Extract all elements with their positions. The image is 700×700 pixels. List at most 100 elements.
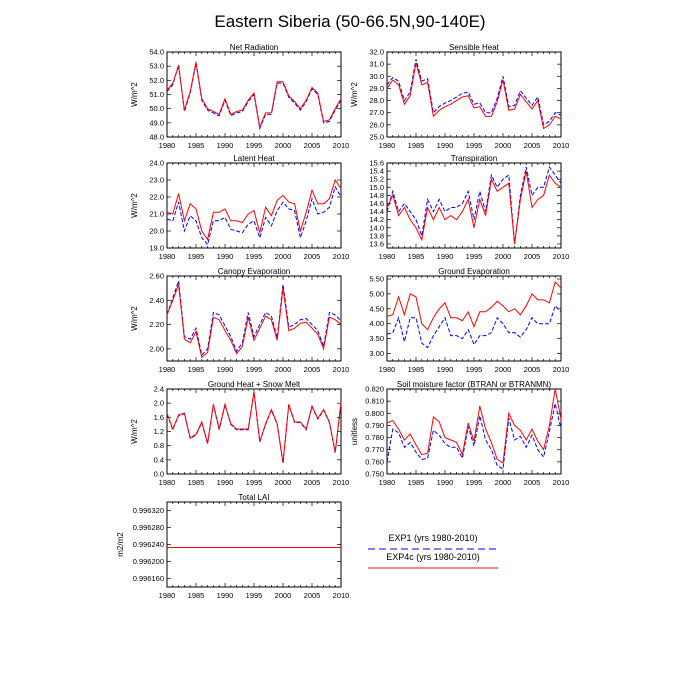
x-tick-label: 2000 — [495, 252, 512, 261]
y-tick-label: 13.8 — [369, 231, 384, 240]
y-tick-label: 0.800 — [365, 409, 384, 418]
y-axis-label: unitless — [350, 418, 359, 445]
y-tick-label: 0.820 — [365, 385, 384, 394]
y-tick-label: 14.6 — [369, 199, 384, 208]
x-tick-label: 2010 — [333, 141, 350, 150]
y-tick-label: 5.00 — [369, 289, 384, 298]
y-tick-label: 48.0 — [149, 133, 164, 142]
y-tick-label: 30.0 — [369, 72, 384, 81]
y-tick-label: 4.50 — [369, 304, 384, 313]
series-line-exp4c — [166, 178, 342, 241]
x-tick-label: 2005 — [524, 252, 541, 261]
y-tick-label: 2.60 — [149, 272, 164, 281]
x-tick-label: 1980 — [159, 478, 176, 487]
x-tick-label: 2010 — [553, 478, 570, 487]
y-tick-label: 2.00 — [149, 344, 164, 353]
x-tick-label: 1985 — [188, 365, 205, 374]
y-tick-label: 0.4 — [154, 455, 164, 464]
y-axis-label: W/m^2 — [130, 193, 139, 218]
panel-title: Sensible Heat — [449, 43, 500, 52]
panel-title: Total LAI — [238, 493, 269, 502]
x-tick-label: 1985 — [408, 252, 425, 261]
panel-title: Ground Heat + Snow Melt — [208, 380, 301, 389]
y-tick-label: 15.0 — [369, 183, 384, 192]
y-tick-label: 1.2 — [154, 427, 164, 436]
y-tick-label: 0.760 — [365, 457, 384, 466]
x-tick-label: 2010 — [333, 478, 350, 487]
y-tick-label: 0.750 — [365, 470, 384, 479]
y-tick-label: 14.8 — [369, 191, 384, 200]
y-tick-label: 0.780 — [365, 433, 384, 442]
panel-title: Soil moisture factor (BTRAN or BTRANMN) — [397, 380, 552, 389]
y-tick-label: 26.0 — [369, 120, 384, 129]
series-line-exp4c — [386, 62, 562, 130]
y-tick-label: 14.2 — [369, 215, 384, 224]
x-tick-label: 1990 — [437, 478, 454, 487]
x-tick-label: 1980 — [159, 591, 176, 600]
y-tick-label: 3.00 — [369, 349, 384, 358]
x-tick-label: 1980 — [379, 141, 396, 150]
x-tick-label: 2000 — [275, 365, 292, 374]
series-line-exp1 — [386, 304, 562, 349]
figure-title: Eastern Siberia (50-66.5N,90-140E) — [214, 12, 485, 31]
y-tick-label: 49.0 — [149, 118, 164, 127]
x-tick-label: 1990 — [437, 141, 454, 150]
x-tick-label: 2005 — [304, 252, 321, 261]
series-line-exp4c — [386, 170, 562, 245]
x-tick-label: 2000 — [275, 252, 292, 261]
y-tick-label: 0.996280 — [133, 523, 164, 532]
y-tick-label: 31.0 — [369, 60, 384, 69]
x-tick-label: 1995 — [466, 478, 483, 487]
plot-frame — [386, 275, 562, 362]
x-tick-label: 1990 — [217, 478, 234, 487]
x-tick-label: 1985 — [408, 365, 425, 374]
y-tick-label: 0.770 — [365, 445, 384, 454]
x-tick-label: 1995 — [246, 252, 263, 261]
y-tick-label: 0.8 — [154, 441, 164, 450]
x-tick-label: 2010 — [333, 591, 350, 600]
panel-7: Soil moisture factor (BTRAN or BTRANMN) 1… — [350, 380, 569, 487]
y-axis-label: W/m^2 — [130, 82, 139, 107]
y-tick-label: 0.996240 — [133, 540, 164, 549]
x-tick-label: 1980 — [379, 252, 396, 261]
y-tick-label: 29.0 — [369, 84, 384, 93]
x-tick-label: 1980 — [379, 365, 396, 374]
plot-frame — [166, 501, 342, 588]
series-line-exp1 — [386, 403, 562, 470]
legend-label-exp1: EXP1 (yrs 1980-2010) — [388, 533, 477, 543]
x-tick-label: 1985 — [188, 478, 205, 487]
panel-8: Total LAI 1980 1985 1990 1995 2000 2005 2010 0.9… — [116, 493, 349, 600]
y-tick-label: 15.4 — [369, 167, 384, 176]
panel-4: Canopy Evaporation 1980 1985 1990 1995 2000 20… — [130, 267, 349, 374]
panel-3: Transpiration 1980 1985 1990 1995 2000 2005 201… — [369, 154, 569, 261]
panel-1: Sensible Heat 1980 1985 1990 1995 2000 2005 201… — [350, 43, 569, 150]
y-tick-label: 2.20 — [149, 320, 164, 329]
y-tick-label: 32.0 — [369, 48, 384, 57]
y-axis-label: W/m^2 — [350, 82, 359, 107]
series-line-exp1 — [166, 392, 342, 464]
y-tick-label: 50.0 — [149, 104, 164, 113]
y-tick-label: 23.0 — [149, 176, 164, 185]
x-tick-label: 1985 — [408, 141, 425, 150]
y-tick-label: 0.810 — [365, 397, 384, 406]
x-tick-label: 1980 — [159, 365, 176, 374]
x-tick-label: 2010 — [333, 365, 350, 374]
y-axis-label: W/m^2 — [130, 419, 139, 444]
y-tick-label: 27.0 — [369, 108, 384, 117]
y-tick-label: 0.996160 — [133, 574, 164, 583]
x-tick-label: 1995 — [246, 141, 263, 150]
panel-title: Net Radiation — [230, 43, 278, 52]
y-tick-label: 51.0 — [149, 90, 164, 99]
x-tick-label: 2010 — [333, 252, 350, 261]
plot-frame — [386, 388, 562, 475]
x-tick-label: 1990 — [217, 141, 234, 150]
series-line-exp1 — [386, 165, 562, 245]
y-tick-label: 2.40 — [149, 296, 164, 305]
x-tick-label: 2010 — [553, 141, 570, 150]
y-tick-label: 19.0 — [149, 244, 164, 253]
x-tick-label: 1985 — [188, 141, 205, 150]
y-tick-label: 15.2 — [369, 175, 384, 184]
plot-frame — [166, 388, 342, 475]
plot-frame — [386, 162, 562, 249]
